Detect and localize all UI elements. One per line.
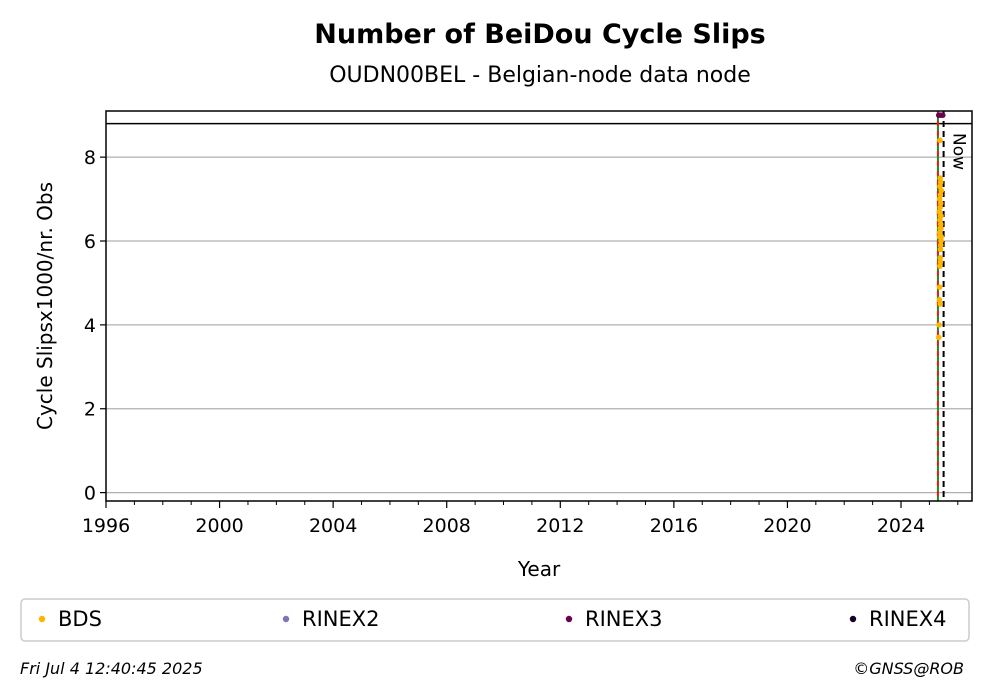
data-point (937, 242, 944, 248)
data-point (939, 112, 946, 118)
x-tick-label: 2020 (763, 515, 811, 537)
data-point (937, 192, 944, 198)
data-point (936, 208, 943, 215)
data-point (935, 334, 942, 341)
footer-credit: ©GNSS@ROB (853, 659, 964, 678)
data-point (936, 322, 942, 328)
x-tick-label: 2008 (423, 515, 471, 537)
x-axis-label: Year (517, 557, 561, 581)
x-tick-label: 2000 (195, 515, 243, 537)
footer-timestamp: Fri Jul 4 12:40:45 2025 (20, 659, 203, 678)
data-point (936, 234, 943, 240)
x-tick-label: 2024 (877, 515, 925, 537)
data-point (937, 259, 944, 265)
legend-marker (282, 615, 290, 623)
data-point (937, 254, 943, 261)
data-point (937, 183, 943, 190)
data-point (937, 246, 944, 253)
y-axis-label: Cycle Slipsx1000/nr. Obs (33, 182, 57, 430)
legend-label: RINEX2 (302, 607, 380, 631)
chart-subtitle: OUDN00BEL - Belgian-node data node (329, 63, 751, 88)
data-point (936, 196, 943, 202)
data-point (937, 221, 944, 228)
chart-title: Number of BeiDou Cycle Slips (314, 19, 765, 50)
data-point (937, 175, 943, 181)
plot-frame (105, 110, 973, 502)
data-point (937, 301, 943, 307)
data-points (935, 112, 946, 341)
legend-marker (849, 615, 857, 623)
data-point (937, 179, 944, 186)
grid-lines (106, 156, 972, 494)
legend: BDS RINEX2 RINEX3 RINEX4 (38, 607, 947, 631)
legend-marker (38, 615, 46, 623)
data-point (938, 213, 944, 219)
data-point (937, 217, 943, 223)
legend-label: BDS (58, 607, 102, 631)
y-axis-ticks: 0 2 4 6 8 (84, 147, 106, 505)
data-point (938, 225, 944, 232)
data-point (937, 263, 943, 269)
data-point (937, 204, 943, 211)
x-tick-label: 1996 (82, 515, 130, 537)
legend-label: RINEX4 (869, 607, 947, 631)
data-point (936, 296, 943, 303)
reference-lines (106, 111, 972, 501)
y-tick-label: 2 (84, 399, 96, 421)
legend-box (20, 598, 970, 642)
y-tick-label: 0 (84, 483, 96, 505)
x-axis-ticks: 1996 2000 2004 2008 2012 2016 2020 2024 (82, 501, 959, 537)
legend-label: RINEX3 (585, 607, 663, 631)
legend-marker (565, 615, 573, 623)
x-tick-label: 2012 (536, 515, 584, 537)
x-tick-label: 2016 (650, 515, 698, 537)
y-tick-label: 4 (84, 315, 96, 337)
now-label: Now (949, 133, 969, 170)
data-point (937, 137, 943, 144)
x-tick-label: 2004 (309, 515, 357, 537)
data-point (937, 200, 944, 207)
y-tick-label: 8 (84, 147, 96, 169)
y-tick-label: 6 (84, 231, 96, 253)
data-point (936, 284, 943, 290)
